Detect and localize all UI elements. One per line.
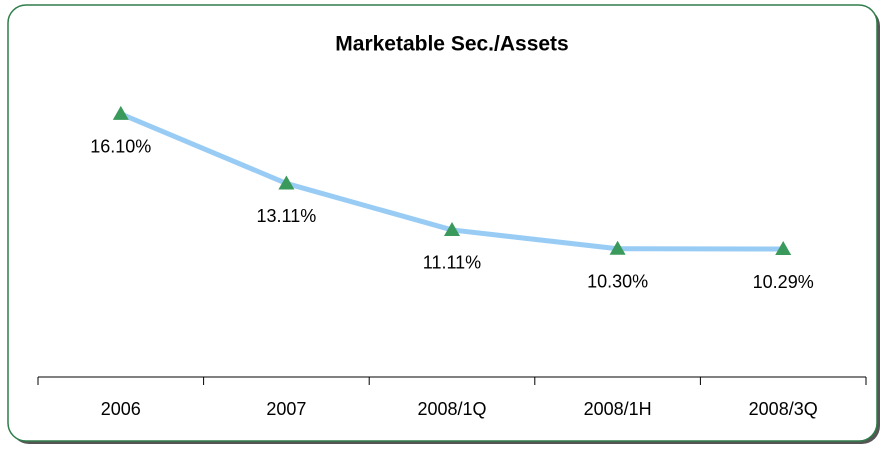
value-label: 10.30% (587, 272, 648, 292)
x-tick-label: 2007 (266, 399, 306, 419)
x-tick-label: 2008/1H (584, 399, 652, 419)
value-label: 11.11% (423, 253, 481, 273)
marker (775, 241, 792, 256)
x-tick-label: 2006 (101, 399, 141, 419)
marker (278, 175, 295, 190)
chart-title: Marketable Sec./Assets (335, 33, 568, 56)
marker (112, 105, 129, 120)
value-label: 13.11% (257, 206, 317, 226)
marker (444, 221, 460, 236)
value-label: 16.10% (90, 137, 151, 157)
frame (7, 4, 878, 442)
marker (609, 240, 626, 255)
value-label: 10.29% (753, 272, 814, 292)
x-tick-label: 2008/1Q (417, 399, 486, 419)
x-tick-label: 2008/3Q (749, 399, 818, 419)
